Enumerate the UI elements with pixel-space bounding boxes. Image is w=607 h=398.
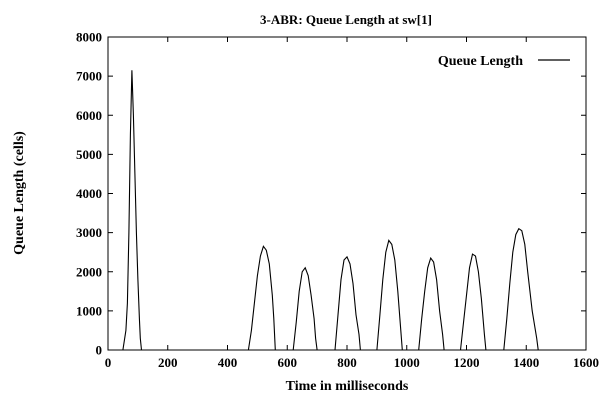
y-tick-label: 8000 xyxy=(76,30,102,45)
x-tick-label: 1400 xyxy=(513,355,539,370)
y-tick-label: 5000 xyxy=(76,147,102,162)
x-tick-label: 400 xyxy=(218,355,238,370)
legend-label: Queue Length xyxy=(438,54,523,69)
series-line-queue-length xyxy=(108,70,586,351)
x-tick-label: 1200 xyxy=(454,355,480,370)
chart-title: 3-ABR: Queue Length at sw[1] xyxy=(260,12,432,27)
y-tick-label: 1000 xyxy=(76,303,102,318)
x-tick-label: 800 xyxy=(337,355,357,370)
x-tick-label: 1600 xyxy=(573,355,599,370)
x-axis-ticks: 0 200 400 600 800 1000 1200 1400 1600 xyxy=(105,37,599,370)
y-tick-label: 4000 xyxy=(76,186,102,201)
x-tick-label: 600 xyxy=(278,355,298,370)
y-tick-label: 7000 xyxy=(76,69,102,84)
y-tick-label: 0 xyxy=(96,343,103,358)
y-axis-ticks: 0 1000 2000 3000 4000 5000 6000 7000 8000 xyxy=(76,30,586,358)
x-tick-label: 0 xyxy=(105,355,112,370)
series-group xyxy=(108,70,586,351)
y-tick-label: 2000 xyxy=(76,264,102,279)
y-tick-label: 6000 xyxy=(76,108,102,123)
plot-frame xyxy=(107,36,587,351)
legend: Queue Length xyxy=(438,54,570,69)
y-axis-title: Queue Length (cells) xyxy=(12,131,27,255)
x-tick-label: 200 xyxy=(158,355,178,370)
x-axis-title: Time in milliseconds xyxy=(286,379,409,394)
y-tick-label: 3000 xyxy=(76,225,102,240)
axes: 0 200 400 600 800 1000 1200 1400 1600 0 1000 2000 3… xyxy=(76,30,599,371)
x-tick-label: 1000 xyxy=(394,355,420,370)
